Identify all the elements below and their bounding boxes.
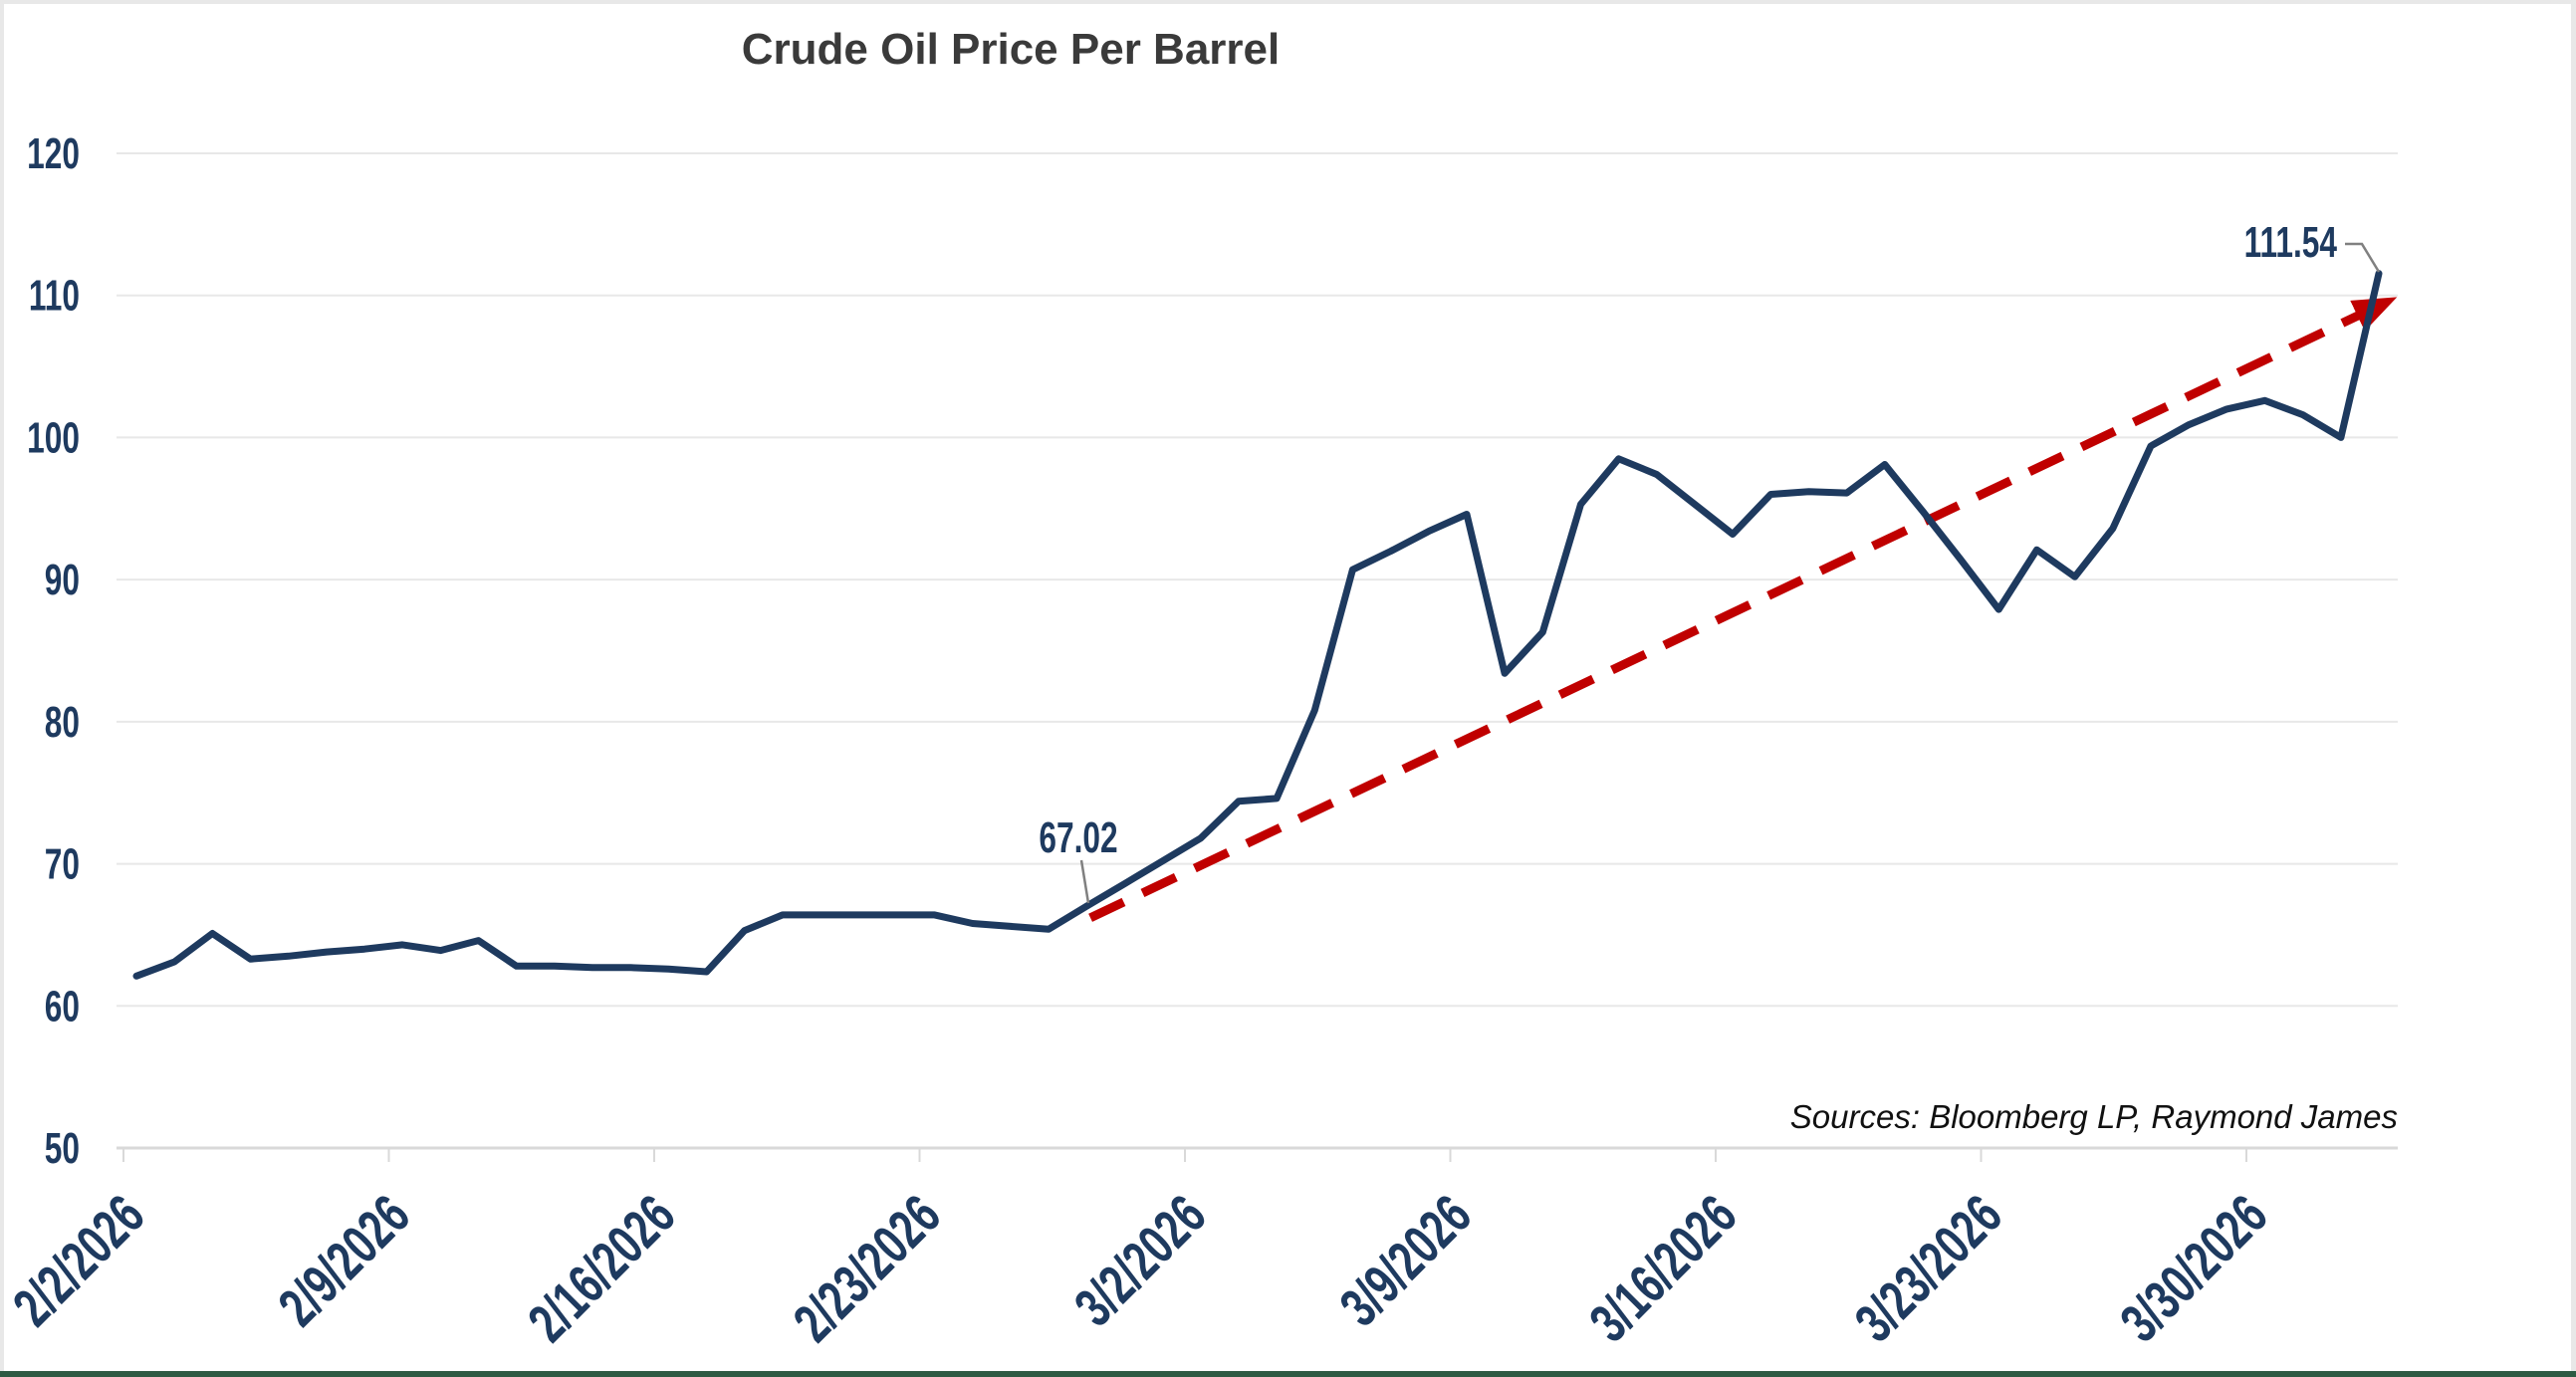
annotation-high: 111.54 (2244, 218, 2381, 273)
y-axis-labels: 50 60 70 80 90 100 110 120 (27, 129, 80, 1173)
annotation-leader-line (1079, 859, 1090, 904)
price-series (132, 270, 2383, 980)
x-axis-tick-label: 3/2/2026 (1063, 1184, 1218, 1338)
x-axis-tick-label: 2/16/2026 (517, 1184, 687, 1354)
annotation-leader-line (2345, 242, 2381, 273)
page-border-right (2571, 0, 2576, 1377)
x-axis-tick-label: 2/9/2026 (268, 1184, 422, 1338)
y-axis-tick-label: 100 (27, 413, 80, 462)
y-axis-tick-label: 110 (29, 272, 80, 321)
annotation-low: 67.02 (1039, 813, 1118, 904)
axis-tick-marks (122, 1148, 2247, 1162)
x-axis-tick-label: 2/23/2026 (783, 1184, 953, 1354)
annotation-value-high: 111.54 (2244, 218, 2338, 267)
gridlines (117, 152, 2398, 1150)
x-axis-tick-label: 3/9/2026 (1329, 1184, 1484, 1338)
y-axis-tick-label: 60 (45, 982, 80, 1031)
x-axis-tick-label: 3/30/2026 (2109, 1184, 2279, 1354)
page-border-bottom (0, 1371, 2576, 1377)
source-note: Sources: Bloomberg LP, Raymond James (1790, 1098, 2398, 1135)
x-axis-labels: 2/2/2026 2/9/2026 2/16/2026 2/23/2026 3/2/20… (2, 1184, 2279, 1354)
chart-title: Crude Oil Price Per Barrel (742, 25, 1280, 74)
trend-arrow (1088, 297, 2398, 922)
x-axis-tick-label: 2/2/2026 (2, 1184, 156, 1338)
trend-dashed-line (1088, 297, 2398, 922)
y-axis-tick-label: 50 (45, 1124, 80, 1173)
x-axis-tick-label: 3/23/2026 (1844, 1184, 2014, 1354)
x-axis-tick-label: 3/16/2026 (1578, 1184, 1749, 1354)
y-axis-tick-label: 90 (45, 556, 80, 604)
y-axis-tick-label: 120 (27, 129, 80, 178)
page-border-top (0, 0, 2576, 4)
annotation-value-low: 67.02 (1039, 813, 1117, 862)
y-axis-tick-label: 70 (45, 840, 80, 889)
page-border-left (0, 0, 4, 1377)
price-line (132, 270, 2383, 980)
y-axis-tick-label: 80 (45, 698, 80, 747)
